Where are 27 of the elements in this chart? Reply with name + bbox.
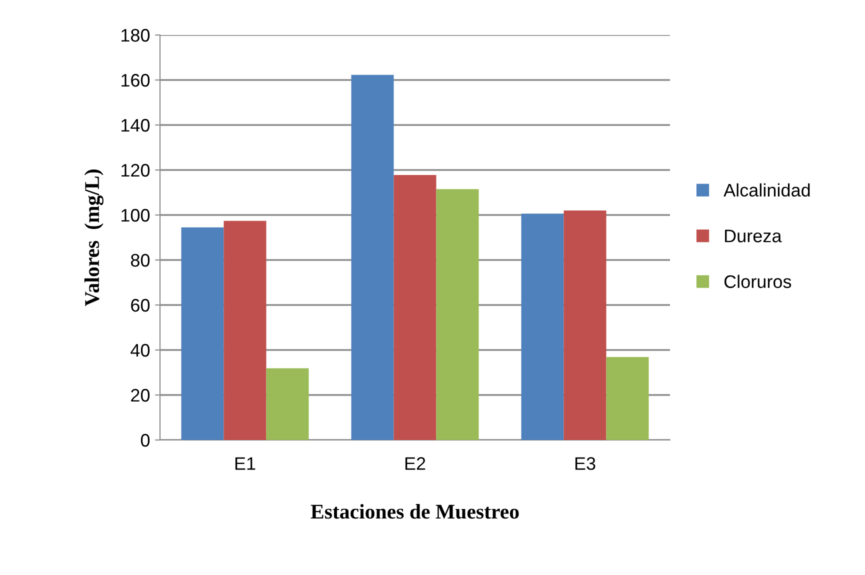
bar [394, 174, 436, 440]
y-tick-label: 180 [122, 28, 150, 42]
y-axis-title: Valores (mg/L) [84, 170, 104, 306]
x-tick-label: E1 [235, 457, 256, 470]
legend-label: Cloruros [724, 274, 792, 288]
y-tick-label: 0 [140, 434, 150, 447]
y-tick-label: 40 [130, 344, 150, 357]
x-tick-label: E2 [405, 457, 426, 470]
y-tick-label: 120 [122, 164, 150, 177]
bar [351, 74, 394, 440]
legend-label: Alcalinidad [724, 183, 810, 197]
bar [606, 356, 649, 440]
y-tick-label: 60 [131, 298, 150, 312]
bar [224, 220, 266, 440]
bar [521, 214, 564, 440]
x-axis-title: Estaciones de Muestreo [310, 504, 519, 519]
legend-label: Dureza [725, 230, 782, 242]
bar [181, 227, 224, 440]
x-tick-label: E3 [575, 457, 596, 470]
bar [266, 368, 309, 440]
bar [564, 210, 606, 440]
y-tick-label: 100 [122, 208, 150, 222]
y-tick-label: 20 [131, 388, 150, 402]
bar [436, 189, 479, 440]
y-tick-label: 160 [122, 74, 150, 87]
y-tick-label: 80 [130, 254, 150, 267]
y-tick-label: 140 [122, 118, 150, 132]
